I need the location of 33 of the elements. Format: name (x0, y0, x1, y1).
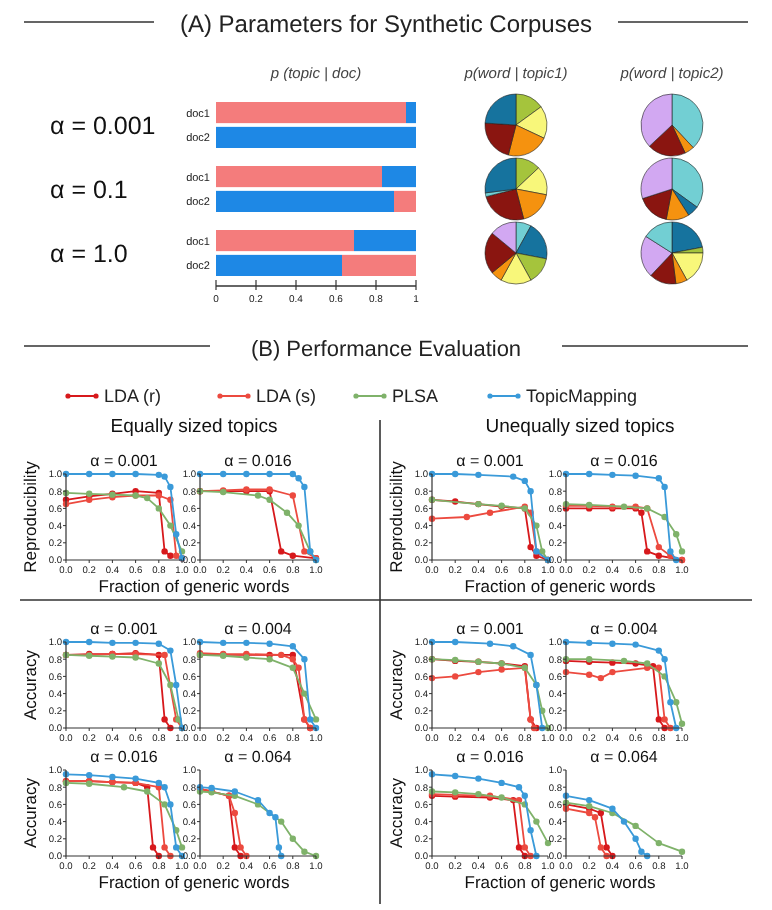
chart-title: α = 0.016 (590, 452, 659, 470)
chart-title: α = 0.001 (456, 452, 525, 470)
y-axis-title: Accuracy (20, 648, 40, 720)
chart-title: α = 0.004 (224, 620, 293, 638)
text: (B) Performance Evaluation (250, 338, 522, 362)
chart-title: α = 0.064 (590, 748, 659, 766)
chart-title: α = 0.064 (224, 748, 293, 766)
x-axis-title: Fraction of generic words (98, 872, 290, 892)
y-axis-title: α = 0.1 (50, 176, 128, 204)
y-axis-title: α = 0.001 (50, 112, 156, 140)
legend-label: PLSA (392, 386, 439, 406)
y-axis-title: Reproducibility (20, 459, 40, 573)
chart-title: α = 0.016 (90, 748, 159, 766)
chart-title: α = 0.004 (590, 620, 659, 638)
y-axis-title: Reproducibility (386, 459, 406, 573)
legend-label: LDA (r) (104, 386, 162, 406)
y-axis-title: α = 1.0 (50, 240, 128, 268)
text: Equally sized topics (110, 416, 278, 438)
chart-title: α = 0.016 (456, 748, 525, 766)
legend-label: LDA (s) (256, 386, 317, 406)
y-axis-title: Accuracy (386, 776, 406, 848)
legend-label: TopicMapping (526, 386, 638, 406)
x-axis-title: Fraction of generic words (464, 872, 656, 892)
y-axis-title: Accuracy (20, 776, 40, 848)
y-axis-title: Accuracy (386, 648, 406, 720)
chart-title: α = 0.001 (90, 452, 159, 470)
x-axis-title: Fraction of generic words (464, 576, 656, 596)
text: (A) Parameters for Synthetic Corpuses (179, 10, 593, 38)
x-axis-title: Fraction of generic words (98, 576, 290, 596)
chart-title: α = 0.001 (90, 620, 159, 638)
text: Unequally sized topics (485, 416, 676, 438)
chart-title: α = 0.016 (224, 452, 293, 470)
chart-title: α = 0.001 (456, 620, 525, 638)
